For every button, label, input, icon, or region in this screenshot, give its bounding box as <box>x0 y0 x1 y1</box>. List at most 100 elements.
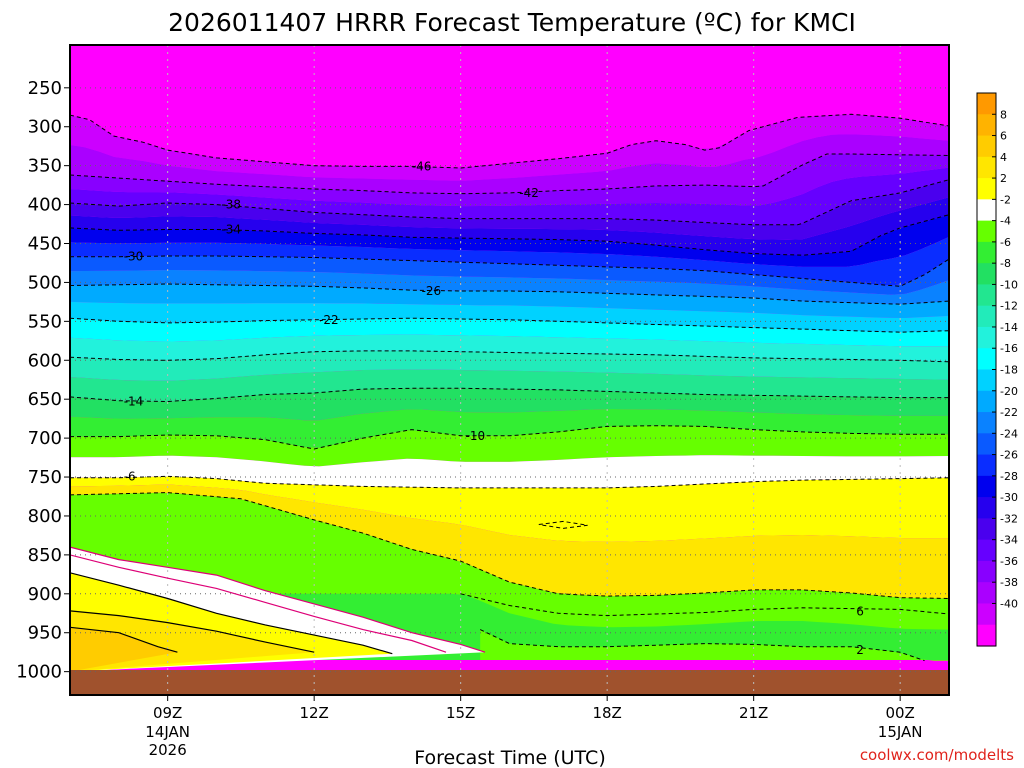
colorbar-label: 8 <box>1000 108 1007 121</box>
colorbar-label: -26 <box>1000 449 1018 462</box>
temperature-band <box>70 134 949 194</box>
contour-label: -6 <box>124 469 136 483</box>
temperature-band <box>70 284 949 318</box>
colorbar-label: -8 <box>1000 257 1011 270</box>
pressure-tick-label: 700 <box>28 428 62 449</box>
colorbar-label: -20 <box>1000 385 1018 398</box>
colorbar-legend: 8 6 4 2 -2 -4 -6 -8 -10 -12 -14 -16 -18 -20 -22 -24 -26 -… <box>976 92 1018 647</box>
pressure-tick-label: 500 <box>28 272 62 293</box>
isotherm-line <box>70 214 949 256</box>
colorbar-swatch <box>977 369 996 392</box>
colorbar-swatch <box>977 199 996 222</box>
contour-label: -30 <box>124 250 144 264</box>
date-tick-label: 14JAN <box>145 723 190 741</box>
colorbar-swatch <box>977 475 996 498</box>
date-tick-label: 15JAN <box>878 723 923 741</box>
isotherm-line <box>70 113 949 169</box>
time-tick-label: 00Z <box>885 704 914 722</box>
pressure-tick-label: 800 <box>28 506 62 527</box>
isotherm-line <box>70 425 949 450</box>
chart-title: 2026011407 HRRR Forecast Temperature (ºC… <box>168 8 856 37</box>
colorbar-label: 6 <box>1000 130 1007 143</box>
time-tick-label: 12Z <box>299 704 328 722</box>
colorbar-label: -34 <box>1000 534 1018 547</box>
isotherm-line <box>70 179 949 226</box>
pressure-tick-label: 600 <box>28 350 62 371</box>
contour-label: -22 <box>319 313 339 327</box>
colorbar-label: -12 <box>1000 300 1018 313</box>
ground-terrain <box>70 670 949 695</box>
temperature-band <box>70 318 949 347</box>
temperature-band <box>70 425 949 467</box>
temperature-band <box>70 154 949 207</box>
pressure-tick-label: 550 <box>28 311 62 332</box>
colorbar-label: 4 <box>1000 151 1007 164</box>
temperature-band <box>70 484 949 599</box>
temperature-band <box>70 179 949 240</box>
temperature-band <box>70 301 949 333</box>
time-tick-label: 09Z <box>153 704 182 722</box>
credit-link[interactable]: coolwx.com/modelts <box>860 746 1014 764</box>
temperature-band <box>70 236 949 286</box>
colorbar-label: 2 <box>1000 172 1007 185</box>
colorbar-swatch <box>977 241 996 264</box>
pressure-tick-label: 400 <box>28 195 62 216</box>
colorbar-swatch <box>977 156 996 179</box>
colorbar-swatch <box>977 178 996 200</box>
colorbar-swatch <box>977 582 996 605</box>
colorbar-label: -2 <box>1000 193 1011 206</box>
surface-isotherm-line <box>70 554 447 653</box>
colorbar-label: -10 <box>1000 278 1018 291</box>
colorbar-label: -16 <box>1000 342 1018 355</box>
colorbar-swatch <box>977 454 996 477</box>
colorbar-swatch <box>977 539 996 562</box>
pressure-tick-label: 1000 <box>16 662 62 683</box>
colorbar-swatch <box>977 114 996 137</box>
colorbar-swatch <box>977 518 996 541</box>
time-tick-label: 21Z <box>739 704 768 722</box>
warm-layer <box>70 627 178 672</box>
colorbar-label: -14 <box>1000 321 1018 334</box>
colorbar-label: -38 <box>1000 576 1018 589</box>
pressure-tick-label: 650 <box>28 389 62 410</box>
colorbar-swatch <box>977 603 996 626</box>
pressure-tick-label: 300 <box>28 117 62 138</box>
temperature-band <box>70 270 949 304</box>
colorbar-swatch <box>977 497 996 519</box>
contour-label: 6 <box>856 605 864 619</box>
contour-label: -10 <box>466 429 486 443</box>
contour-label: -14 <box>124 395 144 409</box>
isotherm-line <box>70 153 949 195</box>
colorbar-label: -22 <box>1000 406 1018 419</box>
colorbar-swatch <box>977 93 996 115</box>
isotherm-line <box>70 492 949 599</box>
temperature-band <box>70 167 949 225</box>
colorbar-label: -40 <box>1000 597 1018 610</box>
colorbar-swatch <box>977 305 996 328</box>
isotherm-line <box>538 520 588 529</box>
colorbar-swatch <box>977 284 996 307</box>
temperature-band <box>480 629 949 661</box>
colorbar-swatch <box>977 624 996 647</box>
pressure-tick-label: 250 <box>28 78 62 99</box>
colorbar-swatch <box>977 412 996 434</box>
temperature-band <box>70 455 949 488</box>
temperature-band <box>70 334 949 362</box>
surface-isotherm-line <box>70 572 393 655</box>
temperature-band <box>70 388 949 421</box>
contour-label: 2 <box>856 643 864 657</box>
colorbar-swatch <box>977 390 996 413</box>
pressure-tick-label: 900 <box>28 584 62 605</box>
colorbar-swatch <box>977 560 996 583</box>
pressure-tick-label: 450 <box>28 234 62 255</box>
temperature-band <box>70 409 949 448</box>
plot-frame <box>69 44 950 696</box>
time-tick-label: 18Z <box>592 704 621 722</box>
surface-isotherm-line <box>70 610 315 653</box>
contour-label: -34 <box>221 222 241 236</box>
temperature-band <box>70 256 949 295</box>
colorbar-label: -28 <box>1000 470 1018 483</box>
pressure-tick-label: 850 <box>28 545 62 566</box>
